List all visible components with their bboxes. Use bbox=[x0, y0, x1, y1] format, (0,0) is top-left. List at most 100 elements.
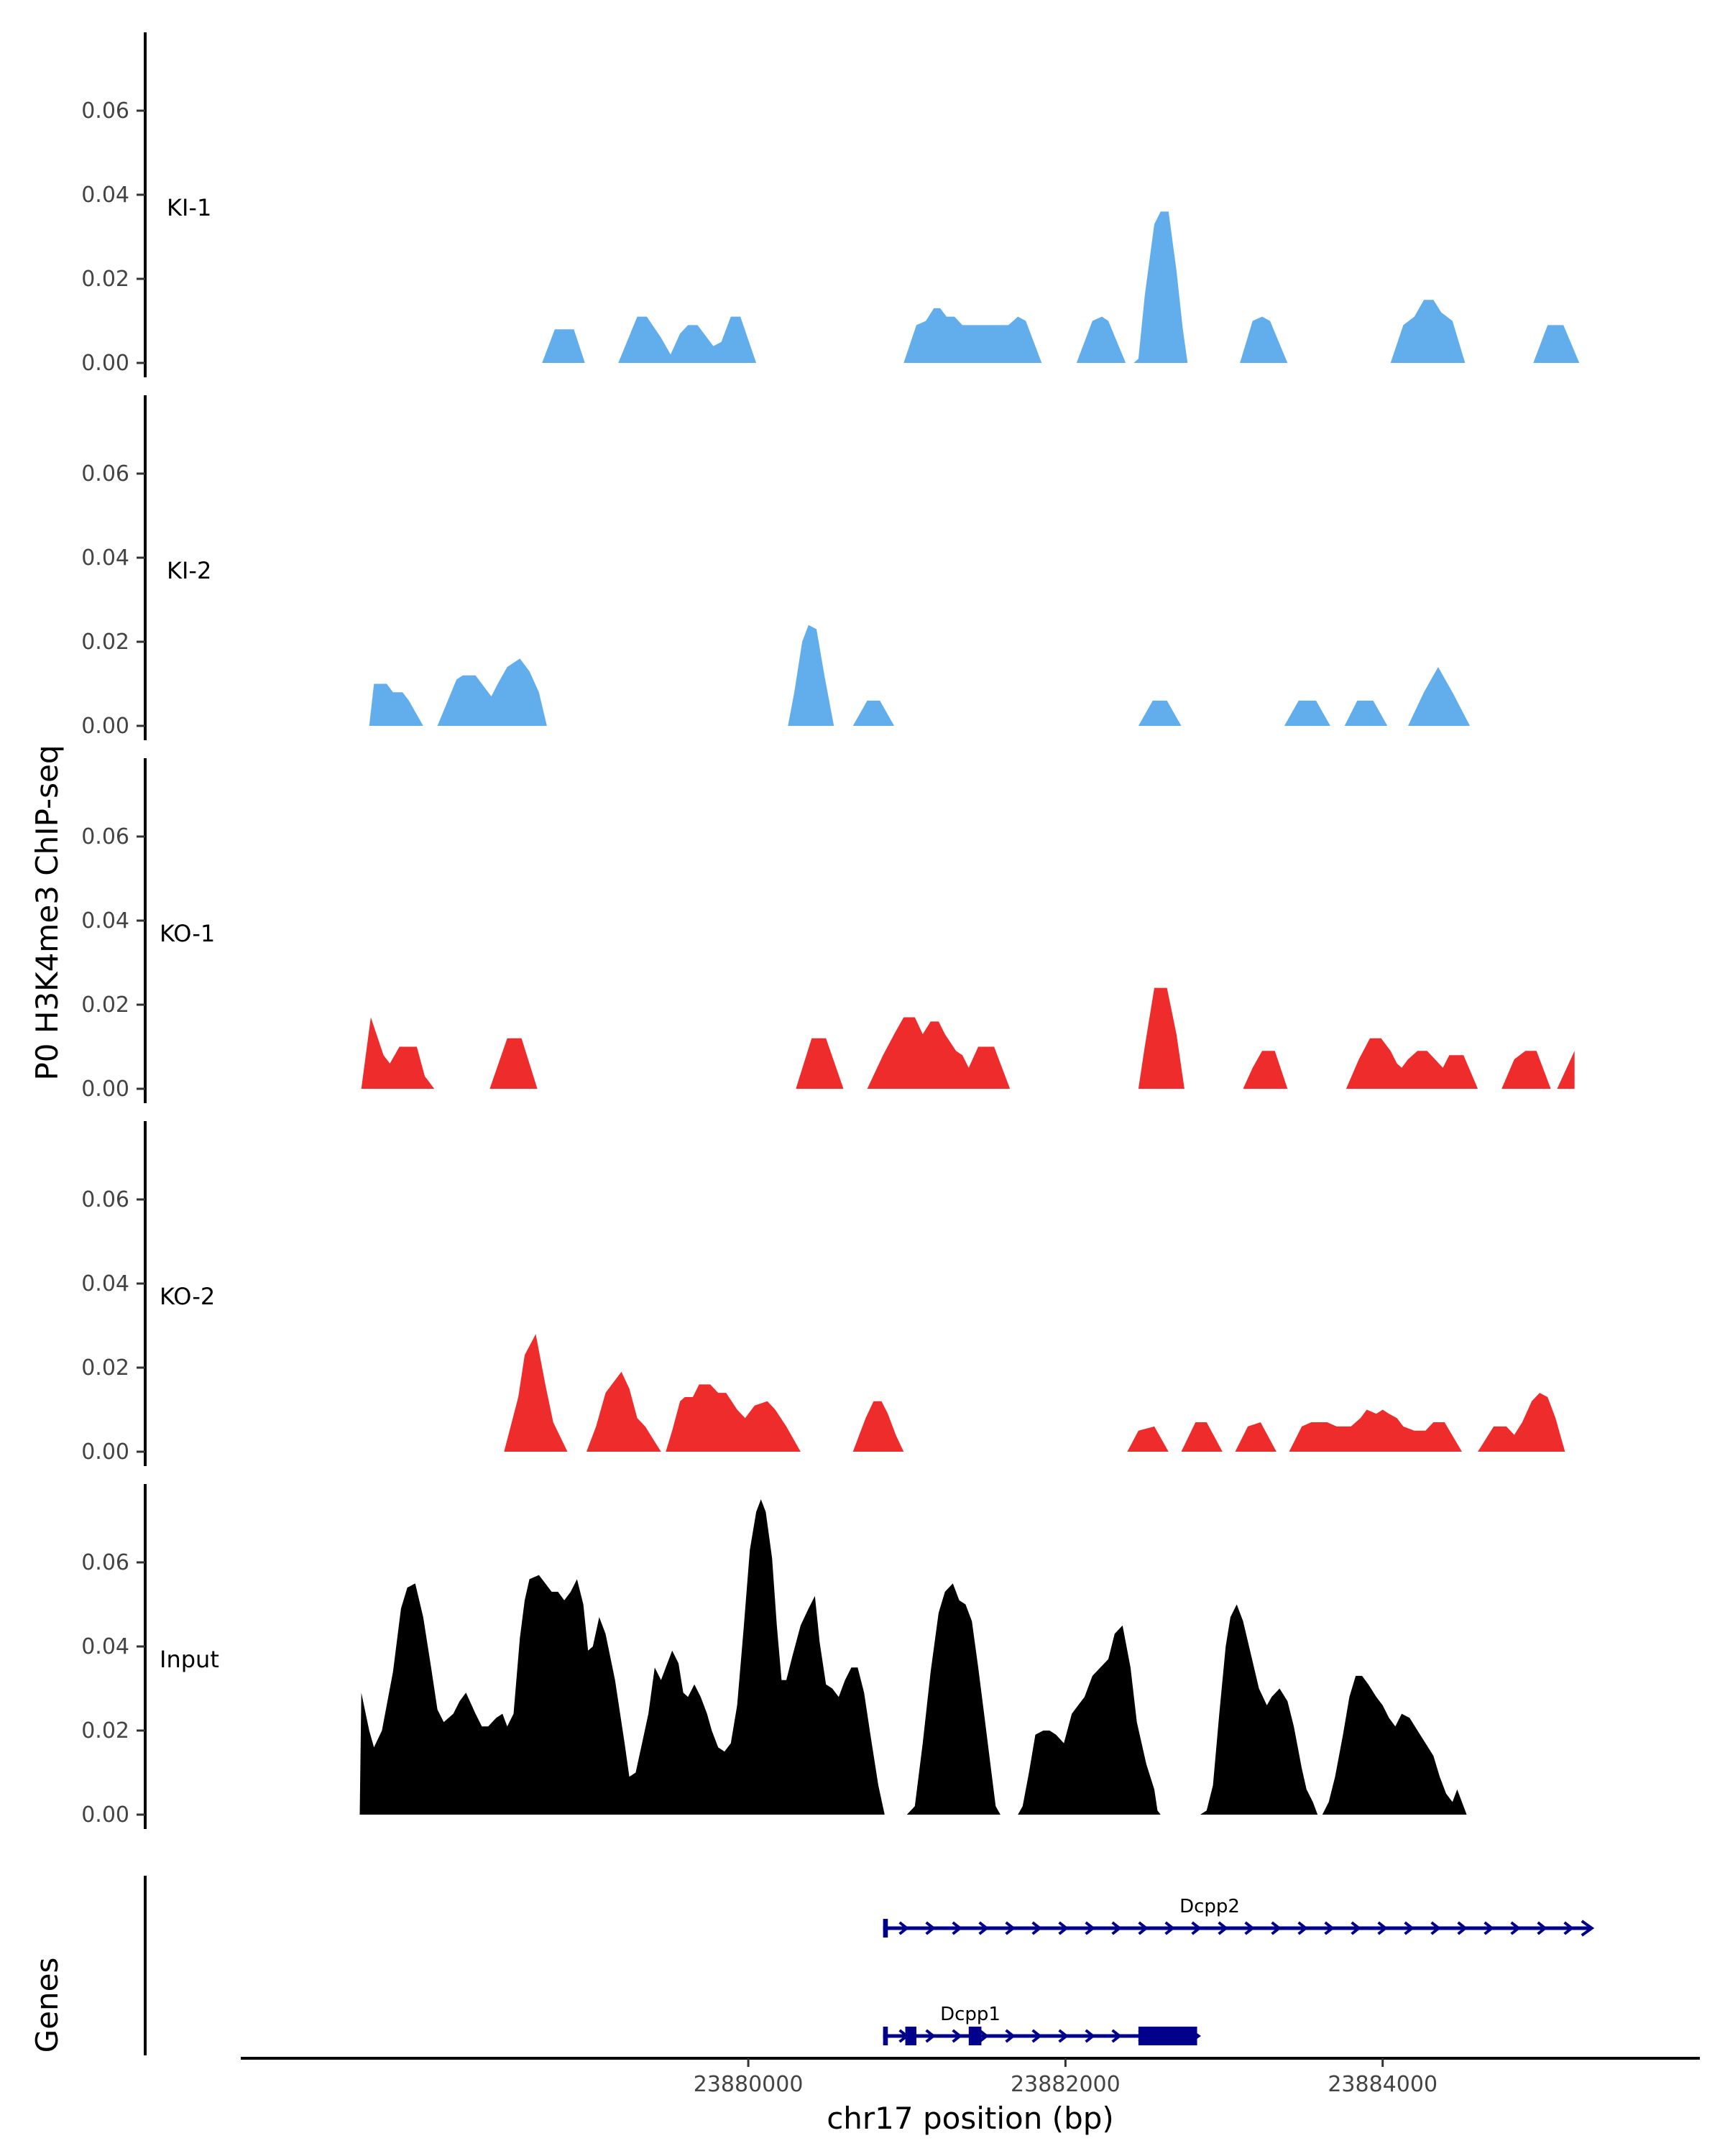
coverage-ki-1-segment-2 bbox=[618, 316, 757, 363]
coverage-ki-2-segment-3 bbox=[788, 625, 834, 726]
strand-arrow-icon bbox=[925, 1921, 936, 1935]
y-tick-label-ki-2-2: 0.04 bbox=[81, 545, 129, 571]
coverage-ki-1-segment-6 bbox=[1240, 316, 1288, 363]
y-tick-label-ko-1-0: 0.00 bbox=[81, 1077, 129, 1102]
strand-arrow-icon bbox=[1058, 1921, 1069, 1935]
coverage-ko-2-segment-4 bbox=[852, 1401, 904, 1452]
y-tick-label-ko-1-2: 0.04 bbox=[81, 908, 129, 934]
coverage-ki-2-segment-1 bbox=[369, 683, 423, 726]
gene-dcpp1: Dcpp1 bbox=[883, 2004, 1201, 2045]
genes-axis-title: Genes bbox=[29, 1958, 65, 2053]
strand-arrow-icon bbox=[1377, 1921, 1388, 1935]
exon-dcpp2-1 bbox=[883, 1919, 888, 1938]
coverage-ki-1-segment-1 bbox=[542, 329, 585, 363]
strand-arrow-icon bbox=[1404, 1921, 1414, 1935]
coverage-ki-2-segment-7 bbox=[1344, 700, 1388, 726]
track-ko-2: 0.00 0.02 0.04 0.06 KO-2 bbox=[81, 1121, 1565, 1466]
track-label-ko-1: KO-1 bbox=[160, 920, 215, 947]
strand-arrow-icon bbox=[1271, 1921, 1282, 1935]
coverage-ki-1-segment-7 bbox=[1390, 300, 1466, 363]
strand-arrow-icon bbox=[1324, 1921, 1335, 1935]
strand-arrow-icon bbox=[1563, 1921, 1574, 1935]
y-tick-label-input-1: 0.02 bbox=[81, 1718, 129, 1743]
strand-arrow-icon bbox=[1138, 1921, 1149, 1935]
coverage-input-segment-3 bbox=[1018, 1625, 1161, 1815]
exon-dcpp1-1 bbox=[883, 2027, 888, 2045]
y-tick-label-input-3: 0.06 bbox=[81, 1550, 129, 1575]
track-input: 0.00 0.02 0.04 0.06 Input bbox=[81, 1484, 1467, 1829]
axes-layer: 23880000 23882000 23884000 bbox=[241, 2057, 1700, 2097]
strand-arrow-icon bbox=[1297, 1921, 1308, 1935]
strand-arrow-icon bbox=[1218, 1921, 1228, 1935]
strand-arrow-icon bbox=[1005, 2029, 1016, 2043]
strand-arrow-icon bbox=[1191, 1921, 1202, 1935]
coverage-ki-2-segment-4 bbox=[852, 700, 895, 726]
x-axis-title: chr17 position (bp) bbox=[827, 2101, 1114, 2136]
coverage-ki-1-segment-5 bbox=[1133, 211, 1188, 363]
track-label-ki-1: KI-1 bbox=[167, 194, 211, 221]
strand-arrow-icon bbox=[1111, 1921, 1122, 1935]
genes-layer: Dcpp2 Dcpp1 bbox=[144, 1876, 1595, 2055]
track-ki-1: 0.00 0.02 0.04 0.06 KI-1 bbox=[81, 32, 1580, 377]
exon-dcpp1-4 bbox=[1138, 2027, 1197, 2045]
track-ko-1: 0.00 0.02 0.04 0.06 KO-1 bbox=[81, 758, 1575, 1103]
coverage-ko-1-segment-3 bbox=[796, 1038, 844, 1089]
coverage-ki-1-segment-8 bbox=[1533, 325, 1580, 363]
strand-arrow-icon bbox=[1537, 1921, 1547, 1935]
strand-arrow-icon bbox=[952, 1921, 962, 1935]
gene-end-arrow-icon bbox=[1581, 1920, 1595, 1937]
y-tick-label-ko-2-0: 0.00 bbox=[81, 1439, 129, 1465]
y-tick-label-input-2: 0.04 bbox=[81, 1634, 129, 1659]
track-label-input: Input bbox=[160, 1646, 219, 1673]
strand-arrow-icon bbox=[952, 2029, 962, 2043]
strand-arrow-icon bbox=[1244, 1921, 1255, 1935]
strand-arrow-icon bbox=[978, 2029, 989, 2043]
coverage-ko-2-segment-8 bbox=[1289, 1409, 1462, 1452]
y-tick-label-ki-1-0: 0.00 bbox=[81, 351, 129, 376]
strand-arrow-icon bbox=[1085, 1921, 1095, 1935]
gene-dcpp2: Dcpp2 bbox=[883, 1896, 1595, 1938]
gene-label-dcpp2: Dcpp2 bbox=[1179, 1896, 1240, 1917]
y-tick-label-ko-2-3: 0.06 bbox=[81, 1187, 129, 1212]
track-label-ko-2: KO-2 bbox=[160, 1283, 215, 1310]
strand-arrow-icon bbox=[1085, 2029, 1095, 2043]
strand-arrow-icon bbox=[1484, 1921, 1494, 1935]
strand-arrow-icon bbox=[1111, 2029, 1122, 2043]
exon-dcpp1-3 bbox=[968, 2027, 982, 2045]
track-label-ki-2: KI-2 bbox=[167, 557, 211, 584]
coverage-ko-1-segment-5 bbox=[1138, 987, 1184, 1089]
strand-arrow-icon bbox=[978, 1921, 989, 1935]
coverage-ko-1-segment-2 bbox=[489, 1038, 538, 1089]
coverage-ko-1-segment-7 bbox=[1346, 1038, 1478, 1089]
y-tick-label-input-0: 0.00 bbox=[81, 1802, 129, 1828]
coverage-ko-2-segment-9 bbox=[1478, 1393, 1565, 1452]
y-tick-label-ki-1-2: 0.04 bbox=[81, 183, 129, 208]
coverage-ko-1-segment-8 bbox=[1501, 1051, 1551, 1089]
y-tick-label-ki-2-1: 0.02 bbox=[81, 630, 129, 655]
strand-arrow-icon bbox=[925, 2029, 936, 2043]
strand-arrow-icon bbox=[1058, 2029, 1069, 2043]
x-tick-label-1: 23882000 bbox=[1011, 2072, 1121, 2097]
strand-arrow-icon bbox=[1031, 2029, 1042, 2043]
coverage-ki-2-segment-6 bbox=[1284, 700, 1330, 726]
coverage-ki-2-segment-8 bbox=[1408, 667, 1471, 726]
tracks-layer: 0.00 0.02 0.04 0.06 KI-1 0.00 0.02 0.04 0.06 KI-2… bbox=[81, 32, 1580, 1829]
coverage-ko-1-segment-9 bbox=[1557, 1051, 1575, 1089]
y-tick-label-ko-1-3: 0.06 bbox=[81, 824, 129, 849]
coverage-input-segment-2 bbox=[906, 1583, 1000, 1815]
coverage-ko-1-segment-4 bbox=[867, 1017, 1011, 1089]
y-tick-label-ki-2-3: 0.06 bbox=[81, 461, 129, 487]
strand-arrow-icon bbox=[1005, 1921, 1016, 1935]
coverage-ko-2-segment-5 bbox=[1127, 1426, 1169, 1452]
coverage-input-segment-4 bbox=[1200, 1604, 1318, 1815]
strand-arrow-icon bbox=[1031, 1921, 1042, 1935]
strand-arrow-icon bbox=[898, 1921, 909, 1935]
coverage-ki-1-segment-4 bbox=[1076, 316, 1126, 363]
coverage-ko-2-segment-3 bbox=[666, 1384, 801, 1452]
coverage-ki-2-segment-5 bbox=[1138, 700, 1182, 726]
coverage-ko-2-segment-6 bbox=[1181, 1422, 1223, 1452]
strand-arrow-icon bbox=[1457, 1921, 1468, 1935]
y-tick-label-ki-1-3: 0.06 bbox=[81, 98, 129, 124]
coverage-input-segment-1 bbox=[359, 1499, 885, 1815]
track-ki-2: 0.00 0.02 0.04 0.06 KI-2 bbox=[81, 395, 1471, 740]
